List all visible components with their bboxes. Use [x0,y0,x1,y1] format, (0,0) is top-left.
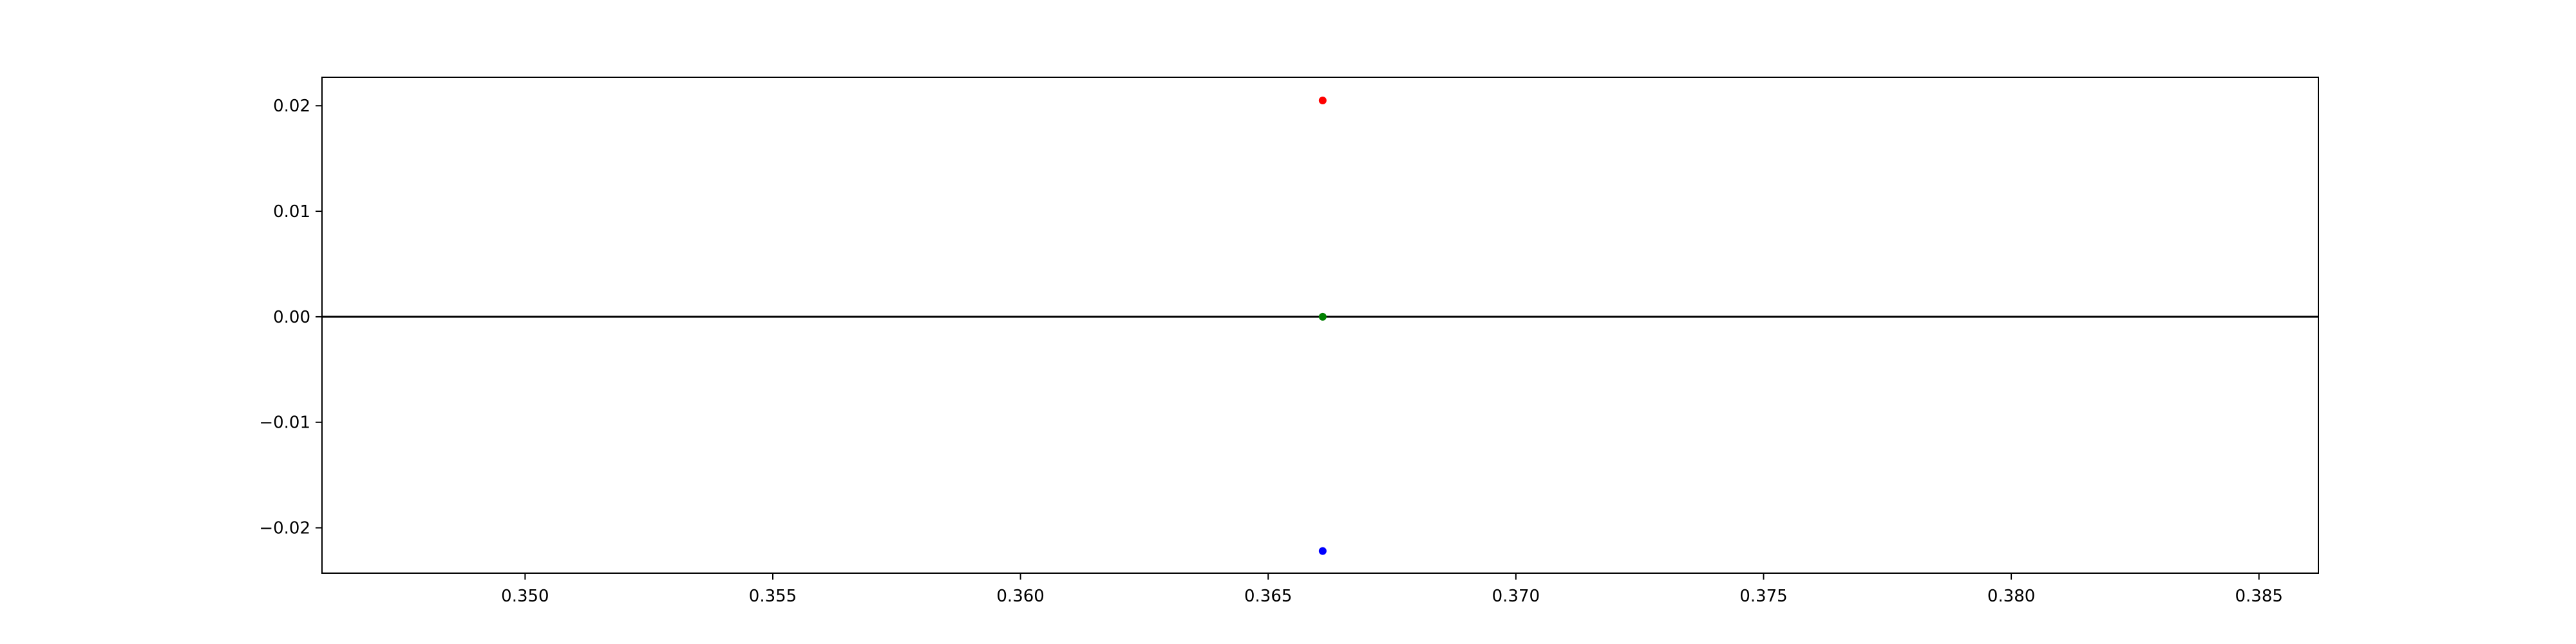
data-point-0-0 [1318,97,1327,105]
axes-frame [321,77,2319,574]
x-tick-label-5: 0.375 [1739,587,1787,606]
x-tick-label-3: 0.365 [1244,587,1292,606]
x-tick-label-2: 0.360 [996,587,1044,606]
plot-area [322,97,2318,555]
axes: 0.350 0.355 0.360 0.365 0.370 0.375 0.380 0.385… [259,77,2319,606]
x-tick-label-4: 0.370 [1492,587,1540,606]
y-tick-label-0: 0.02 [273,97,310,116]
x-tick-label-0: 0.350 [501,587,549,606]
x-tick-label-7: 0.385 [2235,587,2282,606]
x-tick-label-6: 0.380 [1987,587,2035,606]
y-tick-label-4: −0.02 [259,519,310,538]
data-point-2-0 [1318,547,1327,555]
data-point-1-0 [1318,312,1327,321]
y-tick-label-2: 0.00 [273,308,310,327]
x-tick-label-1: 0.355 [749,587,797,606]
y-tick-label-3: −0.01 [259,413,310,433]
y-tick-label-1: 0.01 [273,202,310,222]
